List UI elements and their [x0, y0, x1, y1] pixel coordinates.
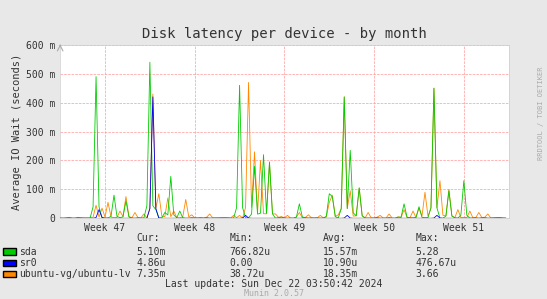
- Text: 0.00: 0.00: [230, 258, 253, 268]
- Text: RRDTOOL / TOBI OETIKER: RRDTOOL / TOBI OETIKER: [538, 67, 544, 160]
- Text: 38.72u: 38.72u: [230, 269, 265, 280]
- Text: Cur:: Cur:: [137, 233, 160, 243]
- Text: 10.90u: 10.90u: [323, 258, 358, 268]
- Text: 766.82u: 766.82u: [230, 247, 271, 257]
- Text: 3.66: 3.66: [416, 269, 439, 280]
- Text: Last update: Sun Dec 22 03:50:42 2024: Last update: Sun Dec 22 03:50:42 2024: [165, 279, 382, 289]
- Text: 7.35m: 7.35m: [137, 269, 166, 280]
- Text: sr0: sr0: [19, 258, 37, 268]
- Text: 5.10m: 5.10m: [137, 247, 166, 257]
- Text: 15.57m: 15.57m: [323, 247, 358, 257]
- Text: 476.67u: 476.67u: [416, 258, 457, 268]
- Text: 18.35m: 18.35m: [323, 269, 358, 280]
- Title: Disk latency per device - by month: Disk latency per device - by month: [142, 27, 427, 41]
- Text: ubuntu-vg/ubuntu-lv: ubuntu-vg/ubuntu-lv: [19, 269, 131, 280]
- Text: sda: sda: [19, 247, 37, 257]
- Y-axis label: Average IO Wait (seconds): Average IO Wait (seconds): [12, 54, 22, 210]
- Text: Max:: Max:: [416, 233, 439, 243]
- Text: Munin 2.0.57: Munin 2.0.57: [243, 289, 304, 298]
- Text: Min:: Min:: [230, 233, 253, 243]
- Text: 5.28: 5.28: [416, 247, 439, 257]
- Text: 4.86u: 4.86u: [137, 258, 166, 268]
- Text: Avg:: Avg:: [323, 233, 346, 243]
